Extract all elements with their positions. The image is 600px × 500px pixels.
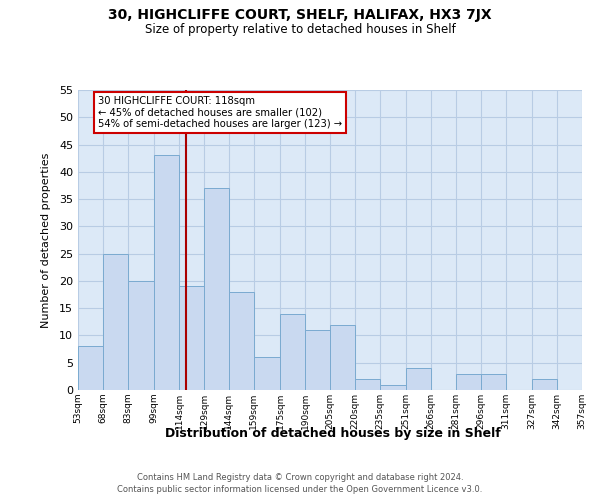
Bar <box>406 368 431 390</box>
Bar <box>280 314 305 390</box>
Text: 30 HIGHCLIFFE COURT: 118sqm
← 45% of detached houses are smaller (102)
54% of se: 30 HIGHCLIFFE COURT: 118sqm ← 45% of det… <box>98 96 342 129</box>
Bar <box>456 374 481 390</box>
Text: Contains HM Land Registry data © Crown copyright and database right 2024.: Contains HM Land Registry data © Crown c… <box>137 472 463 482</box>
Bar <box>179 286 204 390</box>
Text: 30, HIGHCLIFFE COURT, SHELF, HALIFAX, HX3 7JX: 30, HIGHCLIFFE COURT, SHELF, HALIFAX, HX… <box>108 8 492 22</box>
Bar <box>305 330 330 390</box>
Bar <box>103 254 128 390</box>
Bar <box>355 379 380 390</box>
Bar <box>380 384 406 390</box>
Bar <box>330 324 355 390</box>
Text: Size of property relative to detached houses in Shelf: Size of property relative to detached ho… <box>145 22 455 36</box>
Bar <box>481 374 506 390</box>
Y-axis label: Number of detached properties: Number of detached properties <box>41 152 50 328</box>
Bar <box>204 188 229 390</box>
Bar <box>532 379 557 390</box>
Text: Contains public sector information licensed under the Open Government Licence v3: Contains public sector information licen… <box>118 485 482 494</box>
Bar <box>154 156 179 390</box>
Bar <box>128 281 154 390</box>
Bar <box>78 346 103 390</box>
Text: Distribution of detached houses by size in Shelf: Distribution of detached houses by size … <box>165 428 501 440</box>
Bar <box>254 358 280 390</box>
Bar <box>229 292 254 390</box>
